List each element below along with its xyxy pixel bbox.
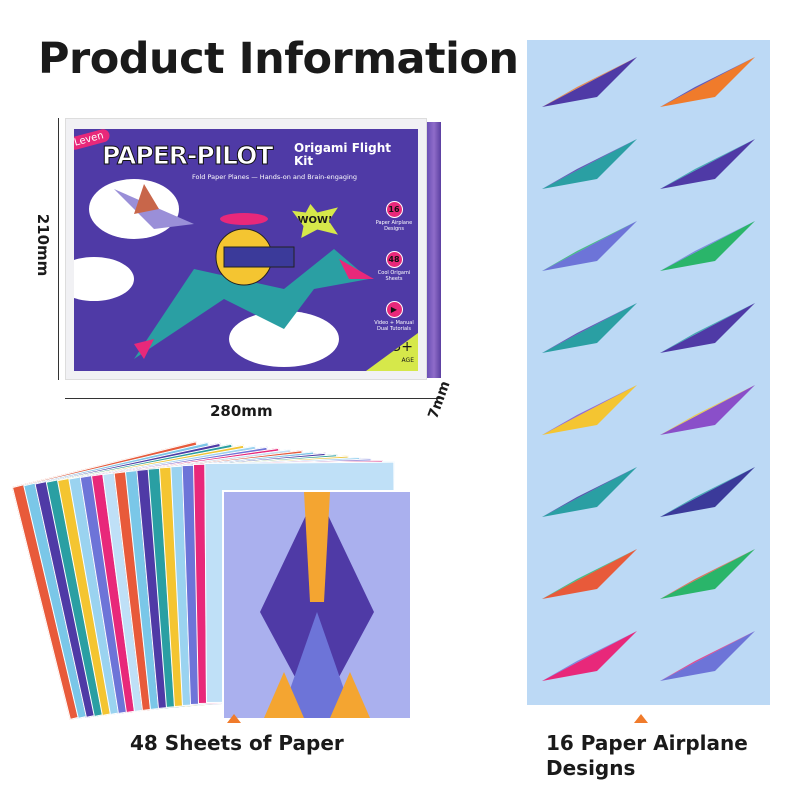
- paper-airplane: [542, 467, 637, 517]
- box-side: [427, 122, 441, 378]
- paper-airplane: [542, 631, 637, 681]
- video-icon: ▶: [385, 301, 403, 318]
- paper-airplane: [542, 549, 637, 599]
- paper-airplane: [542, 385, 637, 435]
- designs-panel: [527, 40, 770, 705]
- paper-airplane: [660, 139, 755, 189]
- paper-airplane: [542, 139, 637, 189]
- age-label: AGE: [401, 357, 414, 364]
- designs-caption: 16 Paper Airplane Designs: [546, 731, 748, 781]
- product-name: PAPER-PILOT: [101, 141, 273, 171]
- product-subtitle: Origami Flight Kit: [294, 141, 392, 168]
- badge-value: 48: [385, 251, 403, 268]
- depth-label: 7mm: [425, 378, 454, 422]
- paper-airplane: [660, 221, 755, 271]
- badge-designs: 16 Paper Airplane Designs: [371, 201, 417, 232]
- paper-airplane: [660, 467, 755, 517]
- paper-airplane: [660, 549, 755, 599]
- paper-airplane: [542, 57, 637, 107]
- badge-label: Cool Origami Sheets: [377, 270, 411, 282]
- sheets-caption: 48 Sheets of Paper: [130, 731, 344, 755]
- sheet-pattern: [224, 492, 410, 718]
- paper-airplane: [542, 303, 637, 353]
- width-label: 280mm: [210, 402, 273, 420]
- cover-illustration: [74, 179, 374, 367]
- tagline: Fold Paper Planes — Hands-on and Brain-e…: [192, 173, 358, 181]
- paper-airplane: [660, 303, 755, 353]
- product-box: Leven PAPER-PILOT Origami Flight Kit Fol…: [65, 118, 427, 380]
- badge-value: 16: [385, 201, 403, 218]
- paper-airplane: [660, 385, 755, 435]
- paper-airplane: [660, 631, 755, 681]
- badge-sheets: 48 Cool Origami Sheets: [371, 251, 417, 282]
- width-line: [65, 398, 440, 399]
- paper-airplane: [660, 57, 755, 107]
- box-cover: Leven PAPER-PILOT Origami Flight Kit Fol…: [74, 129, 418, 371]
- paper-airplane: [542, 221, 637, 271]
- designs-caption-line1: 16 Paper Airplane: [546, 731, 748, 755]
- height-line: [58, 118, 59, 380]
- page-title: Product Information: [38, 34, 519, 84]
- pointer-triangle: [634, 714, 648, 723]
- paper-sheets-fan: [11, 441, 420, 722]
- badge-label: Paper Airplane Designs: [375, 220, 413, 232]
- badge-tutorials: ▶ Video + Manual Dual Tutorials: [371, 301, 417, 332]
- badge-label: Video + Manual Dual Tutorials: [374, 320, 414, 332]
- designs-caption-line2: Designs: [546, 756, 636, 780]
- pointer-triangle: [227, 714, 241, 723]
- height-label: 210mm: [34, 213, 52, 277]
- front-sheet: [222, 490, 412, 720]
